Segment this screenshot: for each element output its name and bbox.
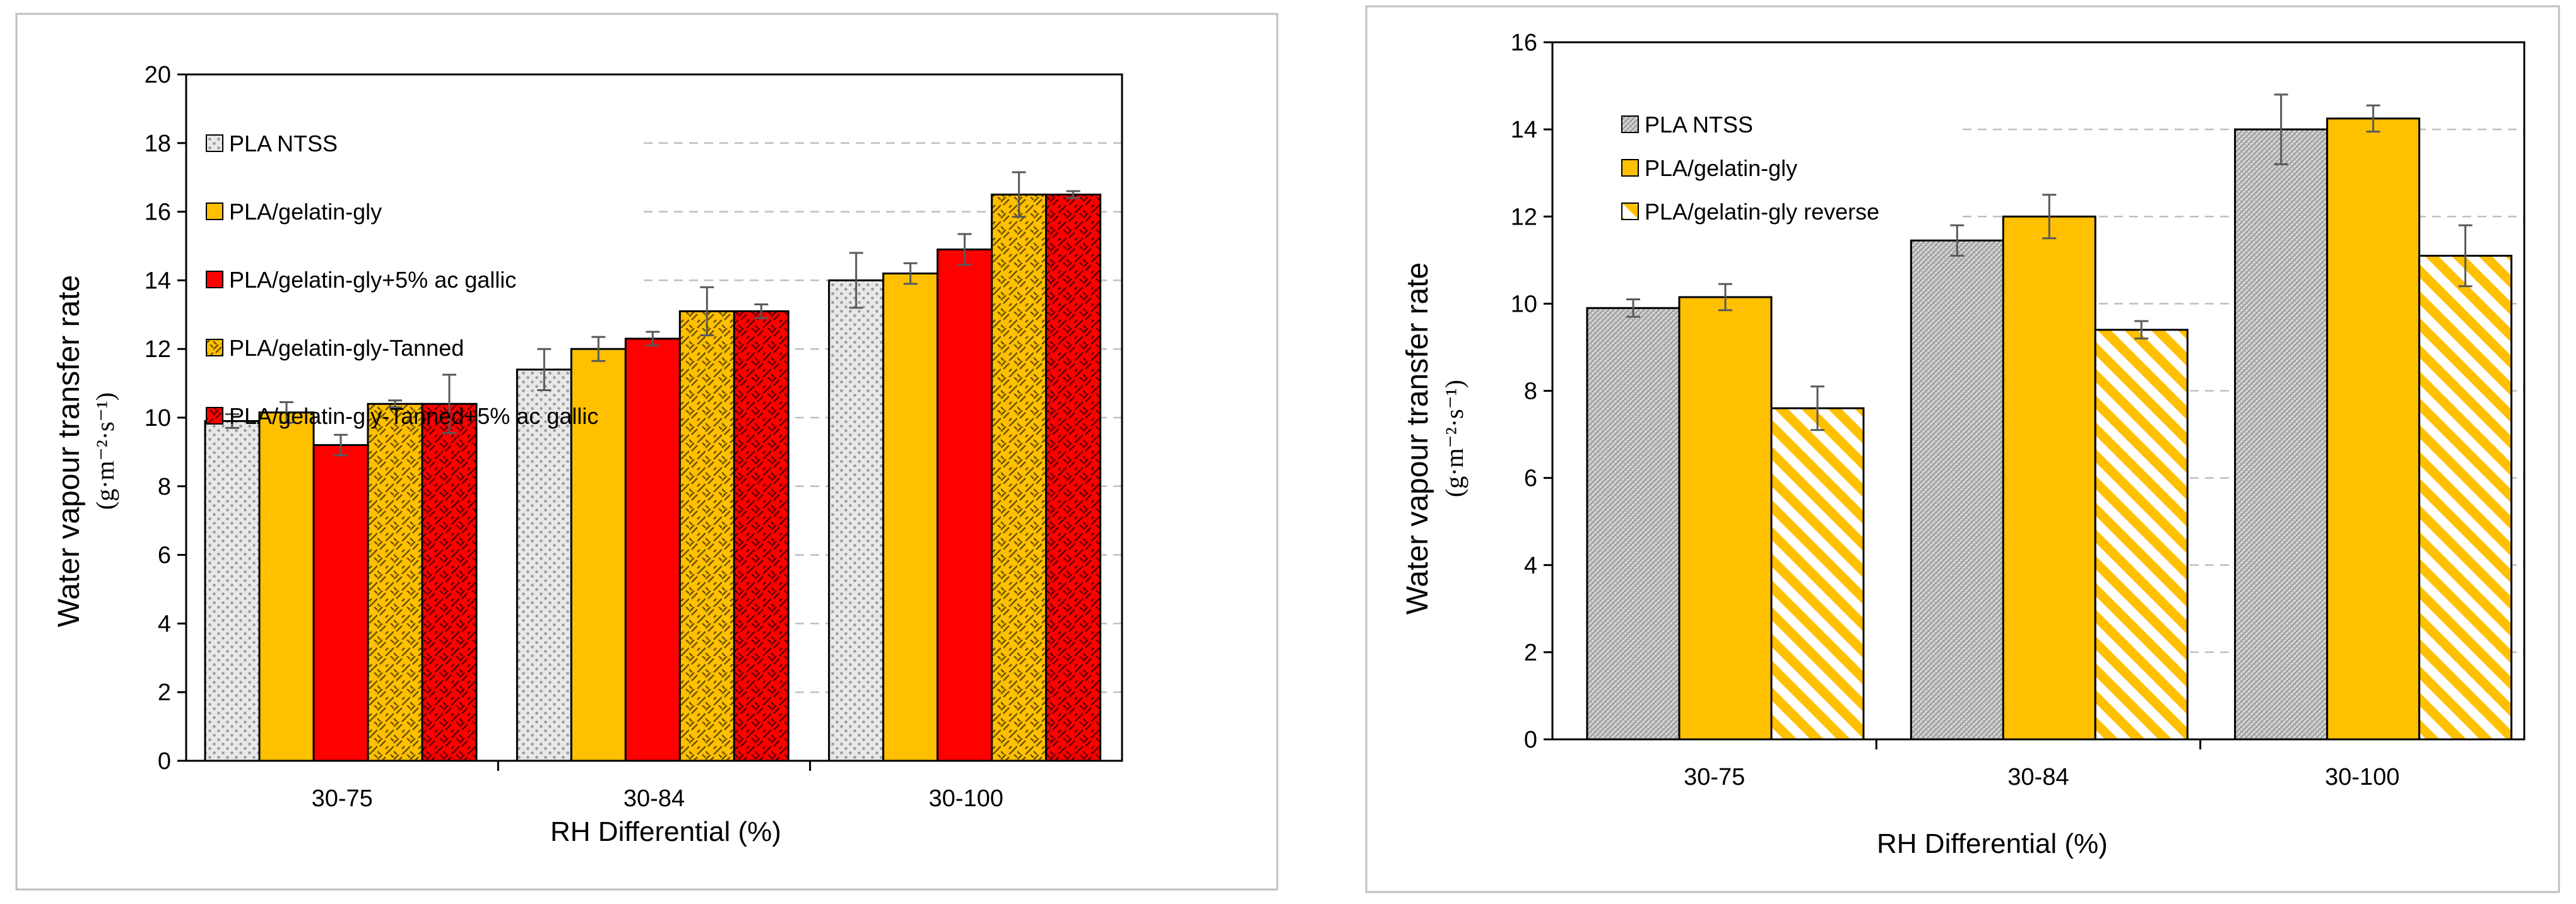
x-tick-label: 30-100: [2325, 764, 2399, 790]
legend-label-pla-gelatin-gly-reverse: PLA/gelatin-gly reverse: [1645, 199, 1879, 225]
legend-swatch-pla-gelatin-gly: [206, 203, 223, 220]
legend-swatch-pla-ntss: [1621, 115, 1639, 133]
y-tick-label: 0: [158, 748, 171, 775]
chart-left: 0 2 4 6 8 10 12 14 16 18 20 30-75 30-84 30-100 PLA N…: [15, 13, 1279, 891]
bar-pla-gelatin-gly-30-100: [2326, 117, 2421, 741]
bar-pla-ntss-30-75: [1586, 307, 1681, 741]
y-tick-label: 6: [1524, 466, 1537, 492]
x-tick-label: 30-75: [1684, 764, 1745, 790]
bar-pla-gelatin-gly-30-75: [1678, 296, 1773, 741]
legend-label-pla-ntss: PLA NTSS: [1645, 112, 1753, 138]
legend-label-pla-ntss: PLA NTSS: [229, 131, 338, 156]
bar-pla-gelatin-gly-reverse-30-75: [1770, 407, 1865, 741]
y-tick-label: 18: [145, 131, 171, 157]
legend-label-pla-gelatin-gly-5-ac-gallic: PLA/gelatin-gly+5% ac gallic: [229, 267, 516, 293]
y-tick-label: 10: [145, 405, 171, 431]
y-tick-label: 8: [158, 474, 171, 500]
y-tick-label: 0: [1524, 727, 1537, 753]
bar-pla-gelatin-gly-tanned-5-ac-gallic-30-84: [733, 310, 789, 762]
legend-label-pla-gelatin-gly-tanned-5-ac-gallic: PLA/gelatin-gly-Tanned+5% ac gallic: [229, 403, 598, 429]
bar-pla-ntss-30-100: [828, 279, 885, 762]
bar-pla-ntss-30-84: [1910, 239, 2004, 741]
y-axis-label: Water vapour transfer rate: [1401, 262, 1434, 614]
bar-pla-ntss-30-100: [2234, 128, 2329, 741]
x-tick-label: 30-100: [929, 785, 1003, 812]
chart-border: [1365, 5, 2560, 893]
bar-pla-gelatin-gly-reverse-30-84: [2094, 329, 2189, 741]
x-tick-label: 30-84: [2007, 764, 2069, 790]
bar-pla-gelatin-gly-5-ac-gallic-30-100: [936, 248, 993, 762]
plot-area-frame: [1551, 41, 2526, 741]
bar-pla-gelatin-gly-30-75: [258, 411, 315, 762]
x-tick-label: 30-75: [312, 785, 373, 812]
legend-swatch-pla-gelatin-gly: [1621, 159, 1639, 177]
x-axis-label: RH Differential (%): [550, 816, 781, 847]
y-tick-label: 16: [145, 199, 171, 226]
bar-pla-gelatin-gly-tanned-30-75: [367, 402, 423, 762]
x-tick-label: 30-84: [623, 785, 685, 812]
legend-swatch-pla-gelatin-gly-tanned: [206, 339, 223, 356]
legend-swatch-pla-gelatin-gly-tanned-5-ac-gallic: [206, 407, 223, 425]
y-axis-label: Water vapour transfer rate: [52, 275, 86, 627]
bar-pla-ntss-30-84: [516, 368, 572, 762]
y-tick-label: 2: [1524, 640, 1537, 666]
y-tick-label: 12: [1511, 204, 1537, 230]
y-tick-label: 4: [1524, 553, 1537, 579]
y-tick-label: 14: [145, 267, 171, 294]
y-tick-label: 4: [158, 611, 171, 637]
bar-pla-gelatin-gly-tanned-5-ac-gallic-30-100: [1045, 193, 1102, 762]
bar-pla-gelatin-gly-30-100: [882, 273, 939, 762]
y-axis-units: (g·m⁻²·s⁻¹): [1440, 380, 1468, 497]
bar-pla-gelatin-gly-tanned-5-ac-gallic-30-75: [421, 402, 478, 762]
y-tick-label: 6: [158, 543, 171, 569]
bar-pla-ntss-30-75: [204, 420, 261, 762]
x-axis-label: RH Differential (%): [1877, 828, 2108, 859]
bar-pla-gelatin-gly-30-84: [2002, 215, 2096, 741]
bar-pla-gelatin-gly-5-ac-gallic-30-84: [624, 338, 681, 762]
legend-swatch-pla-gelatin-gly-reverse: [1621, 203, 1639, 220]
y-tick-label: 16: [1511, 30, 1537, 56]
y-tick-label: 2: [158, 679, 171, 706]
bar-pla-gelatin-gly-tanned-30-84: [678, 310, 735, 762]
y-axis-units: (g·m⁻²·s⁻¹): [91, 392, 119, 510]
y-tick-label: 20: [145, 62, 171, 88]
bar-pla-gelatin-gly-reverse-30-100: [2418, 254, 2513, 741]
legend-swatch-pla-ntss: [206, 134, 223, 152]
y-tick-label: 8: [1524, 379, 1537, 405]
bar-pla-gelatin-gly-30-84: [570, 348, 627, 762]
y-tick-label: 14: [1511, 117, 1537, 143]
bar-pla-gelatin-gly-5-ac-gallic-30-75: [312, 444, 369, 762]
y-tick-label: 12: [145, 336, 171, 363]
legend-label-pla-gelatin-gly: PLA/gelatin-gly: [229, 199, 382, 225]
bar-pla-gelatin-gly-tanned-30-100: [991, 193, 1048, 762]
y-tick-label: 10: [1511, 291, 1537, 317]
legend-label-pla-gelatin-gly: PLA/gelatin-gly: [1645, 155, 1797, 181]
legend-label-pla-gelatin-gly-tanned: PLA/gelatin-gly-Tanned: [229, 335, 464, 361]
legend-swatch-pla-gelatin-gly-5-ac-gallic: [206, 271, 223, 288]
